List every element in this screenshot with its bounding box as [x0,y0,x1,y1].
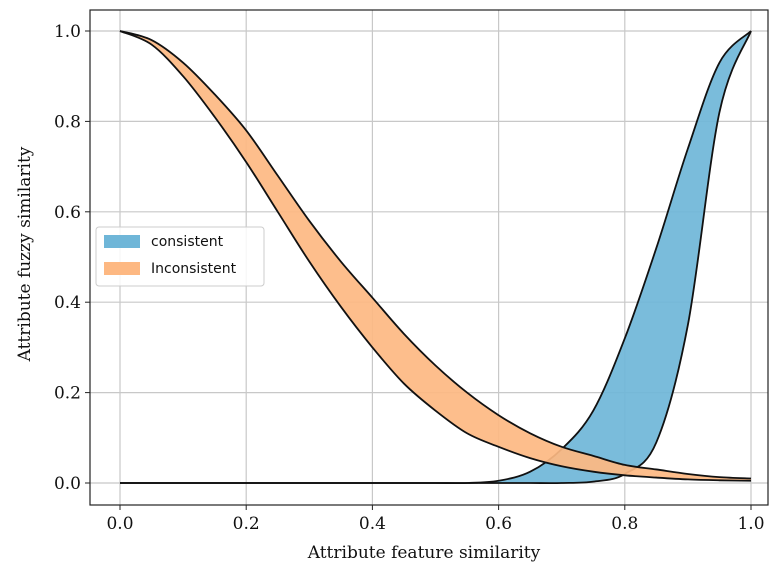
y-tick-label: 1.0 [54,22,81,42]
x-axis: 0.0 0.2 0.4 0.6 0.8 1.0 [106,505,765,534]
x-tick-label: 0.0 [106,514,133,534]
x-axis-title: Attribute feature similarity [307,543,541,563]
legend-swatch-consistent [104,235,140,248]
bands [119,30,752,485]
band-lower-consistent [119,30,752,485]
x-tick-label: 0.8 [611,514,638,534]
x-tick-label: 0.6 [485,514,512,534]
y-axis: 0.0 0.2 0.4 0.6 0.8 1.0 [54,22,90,494]
x-tick-label: 1.0 [737,514,764,534]
x-tick-label: 0.4 [359,514,386,534]
band-lower-inconsistent [119,30,752,482]
x-tick-label: 0.2 [233,514,260,534]
band-upper-inconsistent [119,30,752,480]
y-tick-label: 0.2 [54,384,81,404]
legend-swatch-inconsistent [104,262,140,275]
plot-frame [89,9,769,506]
legend: consistent Inconsistent [95,226,265,287]
legend-label-inconsistent: Inconsistent [151,261,237,277]
y-tick-label: 0.6 [54,203,81,223]
y-tick-label: 0.0 [54,474,81,494]
legend-label-consistent: consistent [151,234,224,250]
y-tick-label: 0.4 [54,293,81,313]
y-axis-title: Attribute fuzzy similarity [15,146,35,362]
y-tick-label: 0.8 [54,112,81,132]
